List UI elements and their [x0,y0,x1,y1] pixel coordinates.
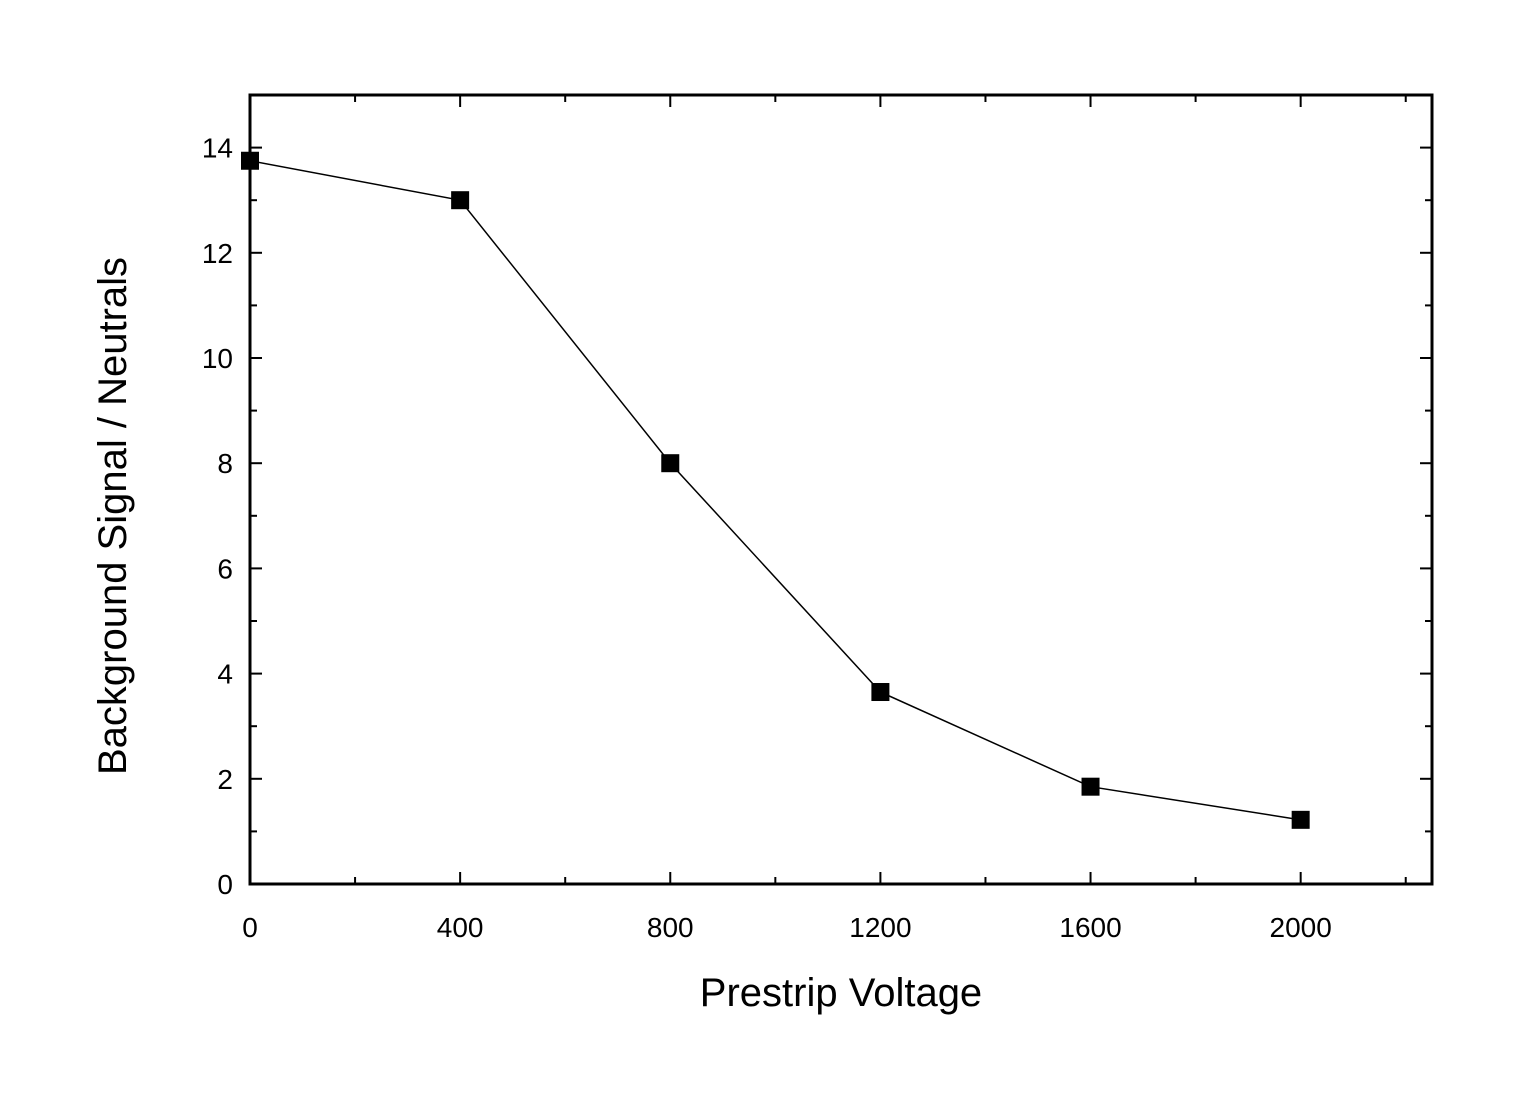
y-tick-label: 8 [217,448,233,479]
y-tick-label: 6 [217,553,233,584]
ticks-layer [249,95,1432,885]
y-tick-label: 10 [202,343,233,374]
series-line [249,160,1301,821]
data-point-marker [871,683,890,702]
tick-labels-layer: 0 400 800 1200 1600 2000 0 2 4 6 8 10 12 14 [202,133,1332,943]
data-point-marker [451,191,470,210]
y-tick-label: 0 [217,869,233,900]
y-tick-label: 2 [217,764,233,795]
y-tick-label: 12 [202,238,233,269]
x-axis-title: Prestrip Voltage [700,971,982,1015]
data-point-marker [1291,810,1310,829]
data-point-marker [1081,777,1100,796]
x-tick-label: 800 [647,912,694,943]
plot-frame [248,93,1434,886]
y-tick-label: 14 [202,133,233,164]
series-layer [241,151,1310,829]
data-point-marker [661,454,680,473]
data-point-marker [241,151,259,170]
y-tick-label: 4 [217,659,233,690]
y-axis-title: Background Signal / Neutrals [91,257,135,775]
x-tick-label: 1600 [1059,912,1121,943]
x-tick-label: 0 [242,912,258,943]
x-tick-label: 400 [437,912,484,943]
x-tick-label: 2000 [1270,912,1332,943]
x-tick-label: 1200 [849,912,911,943]
